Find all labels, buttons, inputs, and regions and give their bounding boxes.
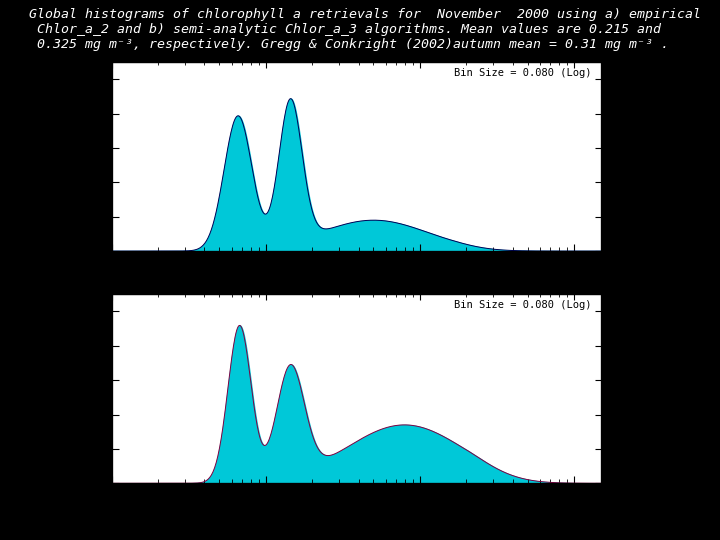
Text: Bin Size = 0.080 (Log): Bin Size = 0.080 (Log): [454, 300, 591, 310]
X-axis label: chlor_a_3 (mg/m³): chlor_a_3 (mg/m³): [299, 504, 414, 515]
X-axis label: chlor_a_2 (mg/m³): chlor_a_2 (mg/m³): [299, 272, 414, 282]
Y-axis label: Area (km²): Area (km²): [49, 355, 59, 422]
Y-axis label: Area (km²): Area (km²): [49, 123, 59, 191]
Text: Global histograms of chlorophyll a retrievals for  November  2000 using a) empir: Global histograms of chlorophyll a retri…: [29, 8, 701, 51]
Text: Bin Size = 0.080 (Log): Bin Size = 0.080 (Log): [454, 68, 591, 78]
